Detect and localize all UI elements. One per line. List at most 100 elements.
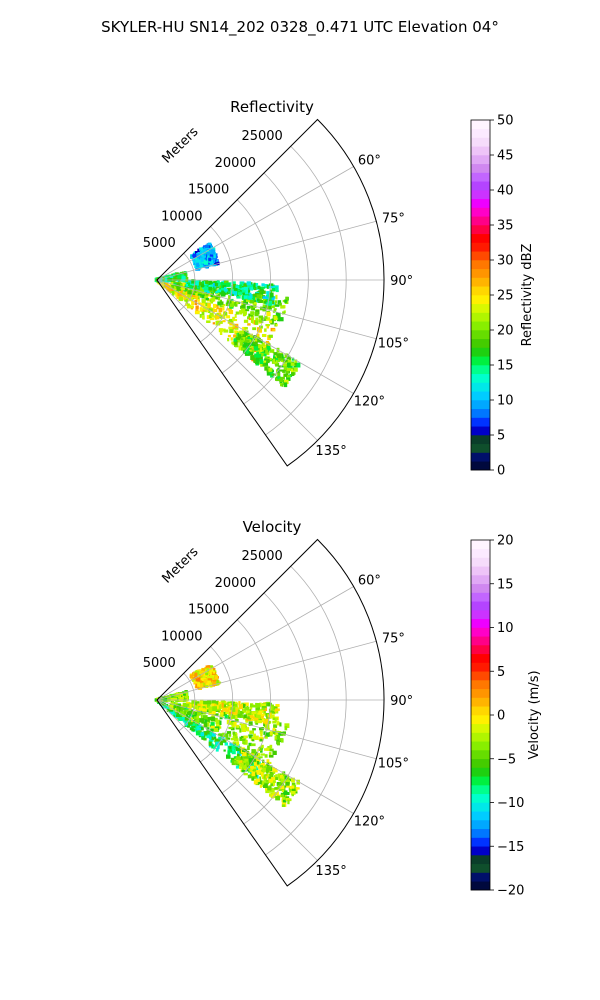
colorbar-swatch xyxy=(471,583,490,593)
colorbar-swatch xyxy=(471,155,490,165)
echo-cell xyxy=(187,282,191,286)
echo-cell xyxy=(205,669,208,673)
echo-cell xyxy=(258,747,262,751)
echo-cell xyxy=(214,738,220,742)
echo-cell xyxy=(279,378,284,382)
echo-cell xyxy=(184,710,187,715)
echo-cell xyxy=(167,276,170,279)
echo-cell xyxy=(232,283,237,287)
echo-cell xyxy=(188,713,193,717)
echo-cell xyxy=(253,358,256,363)
echo-cell xyxy=(228,726,233,730)
echo-cell xyxy=(253,341,258,345)
echo-cell xyxy=(212,670,216,674)
echo-cell xyxy=(211,700,216,706)
echo-cell xyxy=(293,784,297,789)
echo-cell xyxy=(180,283,183,287)
echo-cell xyxy=(193,680,198,684)
echo-cell xyxy=(169,290,173,294)
echo-cell xyxy=(167,276,172,282)
echo-cell xyxy=(238,704,243,710)
echo-cell xyxy=(200,286,204,292)
echo-cell xyxy=(282,311,286,315)
echo-cell xyxy=(200,714,203,719)
echo-cell xyxy=(260,339,263,344)
echo-cell xyxy=(282,731,286,735)
echo-cell xyxy=(183,693,186,696)
echo-cell xyxy=(214,675,219,680)
echo-cell xyxy=(218,328,223,333)
echo-cell xyxy=(192,253,197,258)
echo-cell xyxy=(206,706,210,710)
echo-cell xyxy=(179,697,184,701)
echo-cell xyxy=(283,379,289,385)
echo-cell xyxy=(254,311,259,317)
echo-cell xyxy=(280,738,284,743)
echo-cell xyxy=(234,721,237,727)
echo-cell xyxy=(213,262,218,265)
echo-cell xyxy=(228,295,231,300)
echo-cell xyxy=(243,703,246,708)
echo-cell xyxy=(268,283,274,287)
echo-cell xyxy=(180,706,183,712)
echo-cell xyxy=(249,715,254,719)
echo-cell xyxy=(269,320,273,324)
echo-cell xyxy=(281,804,286,807)
echo-cell xyxy=(244,758,249,763)
echo-cell xyxy=(253,283,259,286)
echo-cell xyxy=(238,292,243,296)
colorbar-swatch xyxy=(471,190,490,200)
echo-cell xyxy=(278,774,283,779)
echo-cell xyxy=(170,277,176,282)
echo-cell xyxy=(202,706,206,709)
colorbar-swatch xyxy=(471,706,490,716)
echo-cell xyxy=(209,318,214,321)
echo-cell xyxy=(181,283,187,286)
colorbar-swatch xyxy=(471,198,490,208)
echo-cell xyxy=(191,279,195,284)
echo-cell xyxy=(267,773,272,777)
echo-cell xyxy=(204,248,210,252)
echo-cell xyxy=(217,285,222,288)
echo-cell xyxy=(275,294,278,300)
echo-cell xyxy=(243,714,247,719)
echo-cell xyxy=(274,717,278,721)
echo-cell xyxy=(183,292,187,297)
reflectivity-panel: Reflectivity 5000 10000 15000 20000 25000 60… xyxy=(143,98,535,479)
echo-cell xyxy=(196,727,201,732)
echo-cell xyxy=(194,720,199,724)
echo-cell xyxy=(271,710,275,714)
echo-cell xyxy=(244,707,250,711)
echo-cell xyxy=(265,300,269,306)
echo-cell xyxy=(269,358,274,362)
echo-cell xyxy=(275,312,281,317)
echo-cell xyxy=(268,297,272,301)
echo-cell xyxy=(172,284,176,289)
echo-cell xyxy=(248,735,252,739)
echo-cell xyxy=(190,283,194,286)
echo-cell xyxy=(275,774,278,778)
echo-cell xyxy=(206,251,211,256)
colorbar-swatch xyxy=(471,295,490,305)
echo-cell xyxy=(266,291,271,295)
echo-cell xyxy=(276,353,282,359)
echo-cell xyxy=(250,311,255,316)
echo-cell xyxy=(261,744,264,749)
echo-cell xyxy=(215,315,220,320)
echo-cell xyxy=(287,799,290,805)
echo-cell xyxy=(279,302,282,306)
echo-cell xyxy=(250,344,255,348)
azimuth-spoke xyxy=(156,699,377,760)
echo-cell xyxy=(255,702,258,707)
echo-cell xyxy=(256,294,262,299)
range-ring xyxy=(221,199,271,374)
echo-cell xyxy=(177,294,182,298)
echo-cell xyxy=(215,296,220,300)
echo-cell xyxy=(176,710,179,715)
echo-cell xyxy=(178,716,183,721)
echo-cell xyxy=(199,680,203,683)
echo-cell xyxy=(210,249,216,255)
echo-cell xyxy=(211,744,215,749)
echo-cell xyxy=(232,290,235,295)
echo-cell xyxy=(234,303,238,307)
